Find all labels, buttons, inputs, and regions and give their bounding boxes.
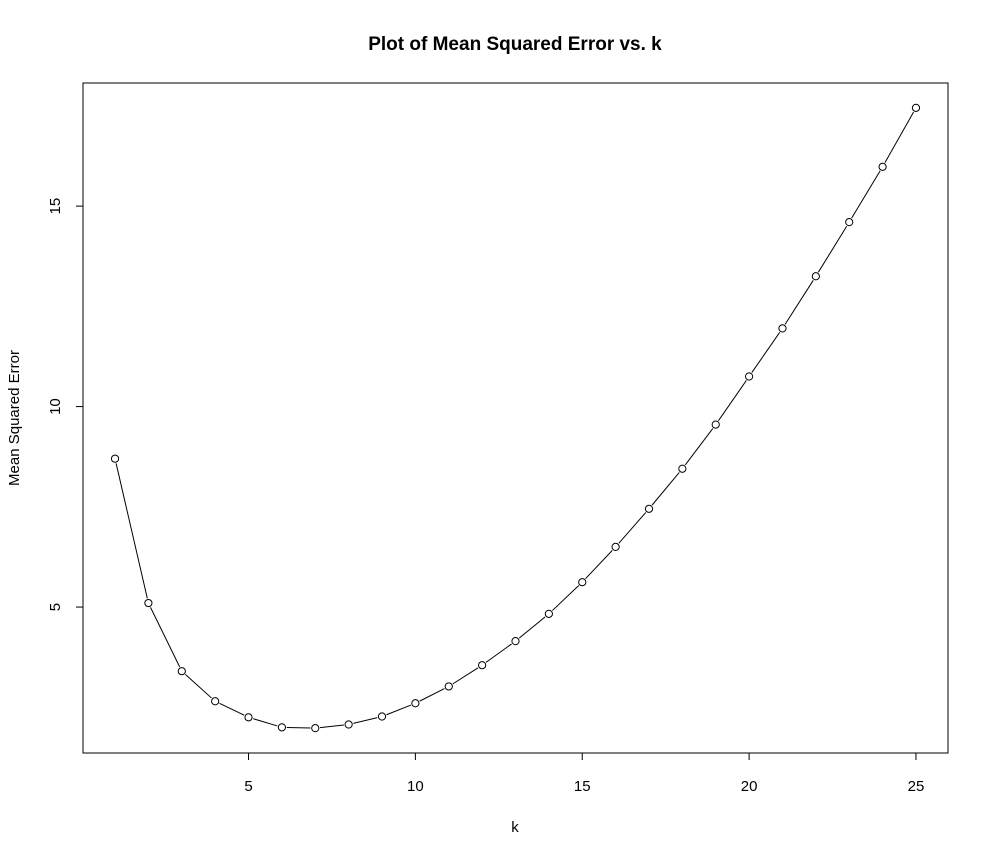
series-line-segment bbox=[452, 667, 479, 685]
series-line-segment bbox=[718, 380, 747, 421]
series-line-segment bbox=[618, 512, 647, 544]
data-point bbox=[411, 699, 420, 708]
series-line-segment bbox=[386, 704, 412, 716]
y-axis: 5 10 15 bbox=[47, 198, 84, 611]
data-point bbox=[277, 723, 286, 732]
data-point bbox=[244, 713, 253, 722]
x-tick-label: 15 bbox=[574, 778, 591, 795]
data-point bbox=[144, 598, 153, 608]
series-line-segment bbox=[884, 111, 915, 163]
series-line-segment bbox=[319, 724, 344, 729]
data-point bbox=[611, 542, 620, 552]
series-line-segment bbox=[552, 585, 580, 611]
data-point bbox=[211, 697, 220, 706]
data-point bbox=[177, 667, 186, 676]
x-tick-label: 10 bbox=[407, 778, 424, 795]
series-line-segment bbox=[286, 726, 311, 729]
series-line-segment bbox=[684, 428, 714, 466]
series-line-segment bbox=[150, 607, 181, 668]
plot-frame bbox=[82, 82, 949, 754]
y-tick-label: 5 bbox=[47, 603, 64, 611]
data-point bbox=[311, 724, 320, 733]
series-line-segment bbox=[651, 472, 680, 506]
data-point bbox=[544, 609, 553, 618]
series-line-segment bbox=[185, 674, 212, 699]
x-axis: 5 10 15 20 25 bbox=[244, 752, 925, 795]
data-point bbox=[678, 464, 687, 473]
data-point bbox=[778, 324, 787, 333]
y-tick-label: 15 bbox=[47, 198, 64, 215]
data-point bbox=[344, 720, 353, 729]
series-line-segment bbox=[817, 225, 848, 273]
data-point bbox=[110, 454, 120, 463]
data-point bbox=[811, 272, 820, 281]
data-point bbox=[478, 661, 487, 670]
y-tick-label: 10 bbox=[47, 398, 64, 415]
data-point bbox=[644, 504, 654, 513]
series-line-segment bbox=[252, 718, 278, 727]
data-point bbox=[511, 637, 520, 646]
data-point bbox=[878, 162, 887, 171]
data-point bbox=[745, 372, 754, 381]
data-point bbox=[911, 103, 921, 112]
series-line-segment bbox=[485, 643, 512, 663]
data-point bbox=[711, 420, 720, 429]
series-line-segment bbox=[751, 332, 781, 373]
series-line-segment bbox=[518, 616, 546, 639]
y-axis-label: Mean Squared Error bbox=[6, 350, 23, 486]
series-line-segment bbox=[419, 688, 445, 702]
series-line-segment bbox=[784, 280, 814, 325]
x-axis-label: k bbox=[511, 819, 519, 836]
x-tick-label: 20 bbox=[741, 778, 758, 795]
series-layer bbox=[110, 103, 921, 733]
series-line-segment bbox=[353, 717, 378, 724]
x-tick-label: 5 bbox=[244, 778, 252, 795]
series-line-segment bbox=[115, 463, 148, 599]
chart-title: Plot of Mean Squared Error vs. k bbox=[368, 34, 662, 55]
data-point bbox=[845, 218, 854, 227]
data-point bbox=[444, 682, 453, 691]
series-line-segment bbox=[585, 550, 613, 580]
x-tick-label: 25 bbox=[908, 778, 925, 795]
series-line-segment bbox=[851, 170, 881, 219]
data-point bbox=[377, 712, 387, 721]
series-line-segment bbox=[219, 702, 245, 716]
data-point bbox=[578, 578, 587, 587]
